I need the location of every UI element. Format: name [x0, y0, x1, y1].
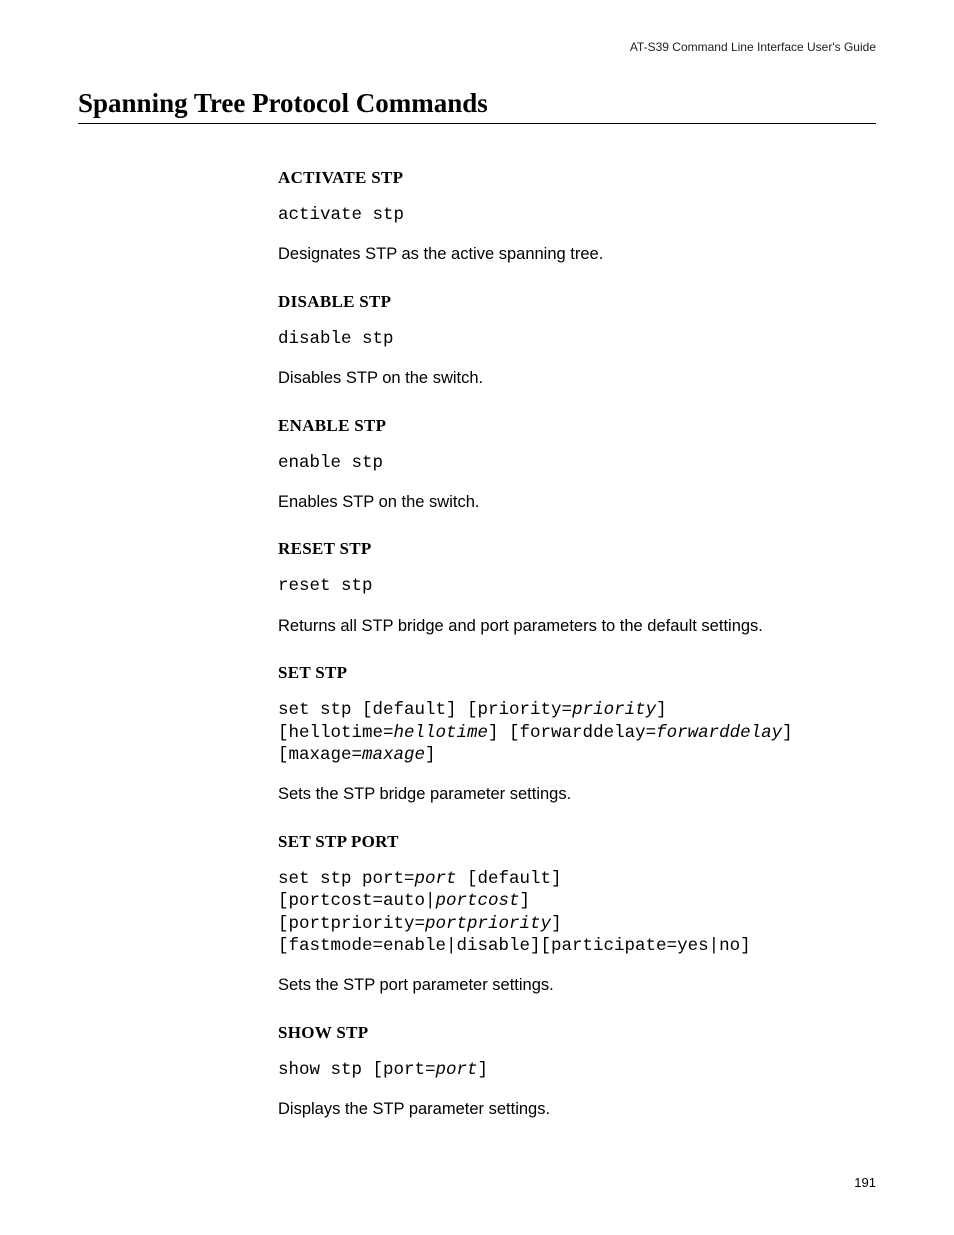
command-syntax: enable stp	[278, 452, 876, 474]
command-description: Designates STP as the active spanning tr…	[278, 244, 876, 265]
section-heading: SET STP PORT	[278, 832, 876, 852]
command-syntax: show stp [port=port]	[278, 1059, 876, 1081]
section-heading: SHOW STP	[278, 1023, 876, 1043]
command-description: Disables STP on the switch.	[278, 368, 876, 389]
section-heading: RESET STP	[278, 539, 876, 559]
command-syntax: set stp [default] [priority=priority] [h…	[278, 699, 876, 766]
content-block: ACTIVATE STP activate stp Designates STP…	[278, 168, 876, 1121]
section-heading: SET STP	[278, 663, 876, 683]
command-description: Returns all STP bridge and port paramete…	[278, 616, 876, 637]
page-number: 191	[854, 1175, 876, 1190]
document-page: AT-S39 Command Line Interface User's Gui…	[0, 0, 954, 1235]
section-heading: ACTIVATE STP	[278, 168, 876, 188]
command-description: Enables STP on the switch.	[278, 492, 876, 513]
command-syntax: reset stp	[278, 575, 876, 597]
running-header: AT-S39 Command Line Interface User's Gui…	[78, 40, 876, 54]
command-description: Displays the STP parameter settings.	[278, 1099, 876, 1120]
command-syntax: activate stp	[278, 204, 876, 226]
section-heading: DISABLE STP	[278, 292, 876, 312]
command-description: Sets the STP bridge parameter settings.	[278, 784, 876, 805]
section-heading: ENABLE STP	[278, 416, 876, 436]
page-title: Spanning Tree Protocol Commands	[78, 88, 876, 124]
command-syntax: disable stp	[278, 328, 876, 350]
command-syntax: set stp port=port [default] [portcost=au…	[278, 868, 876, 958]
command-description: Sets the STP port parameter settings.	[278, 975, 876, 996]
